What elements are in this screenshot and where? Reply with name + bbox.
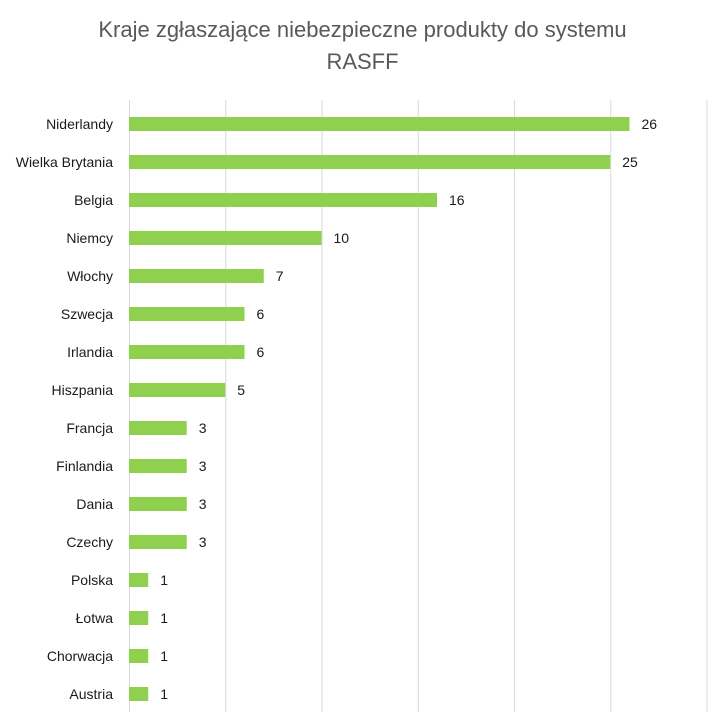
value-label-8: 3	[199, 420, 207, 436]
category-label-9: Finlandia	[56, 458, 113, 474]
value-label-15: 1	[160, 686, 168, 702]
bar-6	[129, 345, 245, 359]
value-label-9: 3	[199, 458, 207, 474]
bar-7	[129, 383, 226, 397]
category-label-3: Niemcy	[66, 230, 113, 246]
bar-3	[129, 231, 322, 245]
category-label-13: Łotwa	[76, 610, 114, 626]
value-label-11: 3	[199, 534, 207, 550]
bar-13	[129, 611, 149, 625]
bar-15	[129, 687, 149, 701]
category-label-6: Irlandia	[67, 344, 113, 360]
value-label-4: 7	[276, 268, 284, 284]
value-label-5: 6	[257, 306, 265, 322]
value-label-14: 1	[160, 648, 168, 664]
chart-title: Kraje zgłaszające niebezpieczne produkty…	[0, 14, 725, 78]
value-label-10: 3	[199, 496, 207, 512]
bar-11	[129, 535, 187, 549]
bar-8	[129, 421, 187, 435]
gridlines	[129, 100, 708, 712]
value-label-7: 5	[237, 382, 245, 398]
value-label-2: 16	[449, 192, 465, 208]
bar-0	[129, 117, 630, 131]
category-label-5: Szwecja	[61, 306, 113, 322]
bar-5	[129, 307, 245, 321]
bar-10	[129, 497, 187, 511]
value-labels: 26 25 16 10 7 6 6 5 3 3 3 3 1 1 1 1	[160, 116, 657, 702]
category-label-0: Niderlandy	[46, 116, 113, 132]
bar-4	[129, 269, 264, 283]
value-label-12: 1	[160, 572, 168, 588]
category-label-1: Wielka Brytania	[16, 154, 113, 170]
chart-title-line-1: Kraje zgłaszające niebezpieczne produkty…	[98, 17, 627, 42]
category-label-2: Belgia	[74, 192, 113, 208]
bar-1	[129, 155, 611, 169]
chart-title-line-2: RASFF	[326, 49, 399, 74]
category-label-4: Włochy	[67, 268, 113, 284]
category-label-11: Czechy	[66, 534, 113, 550]
bars	[129, 117, 630, 701]
value-label-13: 1	[160, 610, 168, 626]
value-label-0: 26	[642, 116, 658, 132]
bar-14	[129, 649, 149, 663]
bar-2	[129, 193, 437, 207]
category-label-7: Hiszpania	[52, 382, 114, 398]
value-label-1: 25	[622, 154, 638, 170]
category-label-8: Francja	[66, 420, 113, 436]
category-label-14: Chorwacja	[47, 648, 113, 664]
category-label-10: Dania	[76, 496, 113, 512]
category-label-12: Polska	[71, 572, 113, 588]
value-label-6: 6	[257, 344, 265, 360]
category-labels: Niderlandy Wielka Brytania Belgia Niemcy Wło…	[16, 116, 113, 702]
bar-12	[129, 573, 149, 587]
bar-9	[129, 459, 187, 473]
category-label-15: Austria	[69, 686, 113, 702]
value-label-3: 10	[334, 230, 350, 246]
